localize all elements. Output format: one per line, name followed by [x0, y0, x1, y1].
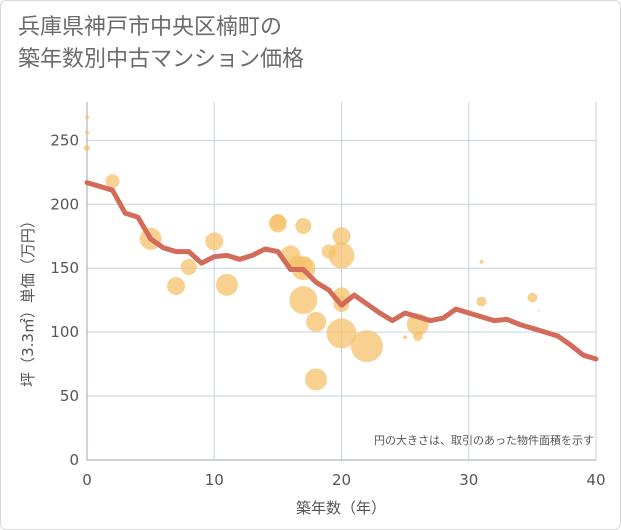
data-bubble: [527, 292, 538, 303]
data-bubble: [215, 273, 238, 296]
y-tick-label: 0: [69, 451, 79, 469]
x-tick-label: 10: [205, 471, 224, 489]
data-bubble: [350, 330, 383, 363]
data-bubble: [537, 309, 540, 312]
y-tick-label: 250: [50, 131, 79, 149]
chart-title-line1: 兵庫県神戸市中央区楠町の: [18, 15, 283, 40]
y-tick-labels: 0 50 100 150 200 250: [50, 131, 79, 469]
grid: [86, 102, 597, 461]
data-bubble: [328, 242, 355, 269]
data-bubble: [84, 145, 90, 152]
data-bubble: [305, 368, 328, 391]
y-tick-label: 150: [50, 259, 79, 277]
x-tick-label: 0: [82, 471, 92, 489]
data-bubble: [85, 130, 89, 135]
chart-title: 兵庫県神戸市中央区楠町の 築年数別中古マンション価格: [18, 12, 304, 76]
x-tick-label: 40: [586, 471, 605, 489]
data-bubble: [180, 258, 197, 275]
data-bubble: [105, 174, 120, 189]
trend-line: [84, 180, 599, 362]
data-bubble: [332, 227, 351, 246]
data-bubble: [289, 286, 318, 315]
x-tick-labels: 0 10 20 30 40: [82, 471, 605, 489]
data-bubble: [479, 259, 484, 264]
data-bubble: [403, 335, 408, 340]
data-bubble: [85, 115, 89, 120]
data-bubble: [326, 318, 357, 349]
data-bubble: [295, 218, 312, 235]
chart-title-line2: 築年数別中古マンション価格: [18, 47, 305, 72]
x-axis-label: 築年数（年）: [296, 499, 386, 517]
data-bubble: [268, 214, 287, 233]
data-bubble: [412, 330, 423, 341]
x-tick-label: 20: [332, 471, 351, 489]
y-tick-label: 50: [60, 387, 79, 405]
data-bubble: [476, 296, 487, 307]
data-bubble: [167, 277, 186, 296]
data-bubble: [205, 232, 224, 251]
x-tick-label: 30: [459, 471, 478, 489]
y-tick-label: 200: [50, 195, 79, 213]
y-axis-label: 坪（3.3㎡）単価（万円）: [19, 213, 37, 387]
data-bubble: [306, 311, 327, 332]
y-tick-label: 100: [50, 323, 79, 341]
bubble-size-note: 円の大きさは、取引のあった物件面積を示す: [374, 433, 594, 447]
